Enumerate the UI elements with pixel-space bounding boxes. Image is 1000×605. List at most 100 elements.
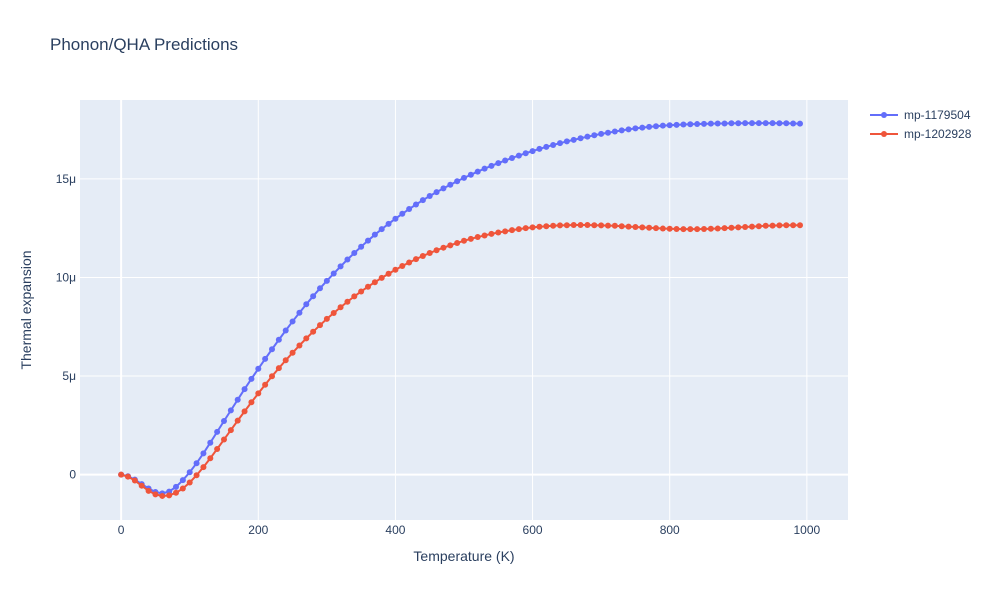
data-point[interactable] [179,485,186,492]
data-point[interactable] [173,483,179,490]
data-point[interactable] [570,222,577,229]
data-point[interactable] [783,120,790,127]
data-point[interactable] [131,477,138,484]
data-point[interactable] [536,223,543,230]
data-point[interactable] [502,228,509,235]
data-point[interactable] [193,472,200,479]
data-point[interactable] [591,132,598,139]
data-point[interactable] [275,365,282,372]
data-point[interactable] [214,446,221,453]
data-point[interactable] [632,125,639,132]
data-point[interactable] [701,120,707,127]
data-point[interactable] [557,222,563,229]
data-point[interactable] [351,293,358,300]
data-point[interactable] [522,225,529,232]
data-point[interactable] [639,224,646,231]
data-point[interactable] [680,121,687,128]
data-point[interactable] [735,120,742,127]
data-point[interactable] [426,250,433,257]
data-point[interactable] [269,346,275,353]
data-point[interactable] [625,223,632,230]
data-point[interactable] [433,247,440,254]
data-point[interactable] [289,318,296,325]
data-point[interactable] [186,469,193,476]
data-point[interactable] [440,244,447,251]
data-point[interactable] [234,417,241,424]
data-point[interactable] [591,222,598,229]
data-point[interactable] [646,224,653,231]
data-point[interactable] [426,193,433,200]
data-point[interactable] [707,120,714,127]
data-point[interactable] [303,301,310,308]
data-point[interactable] [776,120,783,127]
data-point[interactable] [543,223,550,230]
data-point[interactable] [262,381,269,388]
data-point[interactable] [214,428,221,435]
data-point[interactable] [118,471,125,478]
data-point[interactable] [296,342,303,349]
data-point[interactable] [467,235,474,242]
data-point[interactable] [625,126,632,133]
data-point[interactable] [584,222,591,229]
data-point[interactable] [330,309,337,316]
data-point[interactable] [241,408,248,415]
data-point[interactable] [605,129,611,136]
data-point[interactable] [618,127,625,134]
data-point[interactable] [221,418,227,425]
data-point[interactable] [783,222,790,229]
data-point[interactable] [495,160,502,167]
data-point[interactable] [193,460,200,467]
data-point[interactable] [303,335,310,342]
data-point[interactable] [358,288,365,295]
data-point[interactable] [125,473,131,480]
data-point[interactable] [769,120,776,127]
data-point[interactable] [488,162,495,169]
data-point[interactable] [618,223,625,230]
data-point[interactable] [515,152,522,159]
data-point[interactable] [145,487,152,494]
data-point[interactable] [433,189,440,196]
data-point[interactable] [755,120,762,127]
data-point[interactable] [474,168,481,175]
data-point[interactable] [385,270,392,277]
data-point[interactable] [159,492,166,499]
data-point[interactable] [179,477,186,484]
data-point[interactable] [385,220,392,227]
data-point[interactable] [481,232,488,239]
data-point[interactable] [241,386,248,393]
data-point[interactable] [762,120,769,127]
data-point[interactable] [323,315,330,322]
data-point[interactable] [351,250,358,257]
data-point[interactable] [611,222,618,229]
data-point[interactable] [563,138,570,145]
data-point[interactable] [365,237,371,244]
data-point[interactable] [509,227,515,234]
data-point[interactable] [570,136,577,143]
data-point[interactable] [200,450,207,457]
data-point[interactable] [646,123,653,130]
data-point[interactable] [227,427,234,434]
data-point[interactable] [255,365,262,372]
legend-item[interactable]: mp-1202928 [870,127,972,141]
data-point[interactable] [392,215,399,222]
data-point[interactable] [454,178,461,185]
data-point[interactable] [515,226,522,233]
data-point[interactable] [714,120,721,127]
data-point[interactable] [605,222,611,229]
data-point[interactable] [399,263,406,270]
data-point[interactable] [577,135,584,142]
data-point[interactable] [255,390,262,397]
data-point[interactable] [317,285,323,292]
data-point[interactable] [330,270,337,277]
data-point[interactable] [611,128,618,135]
data-point[interactable] [248,399,255,406]
data-point[interactable] [563,222,570,229]
data-point[interactable] [481,165,488,172]
data-point[interactable] [227,407,234,414]
data-point[interactable] [735,224,742,231]
data-point[interactable] [454,239,461,246]
data-point[interactable] [413,256,419,263]
data-point[interactable] [639,124,646,131]
data-point[interactable] [392,266,399,273]
data-point[interactable] [378,274,385,281]
